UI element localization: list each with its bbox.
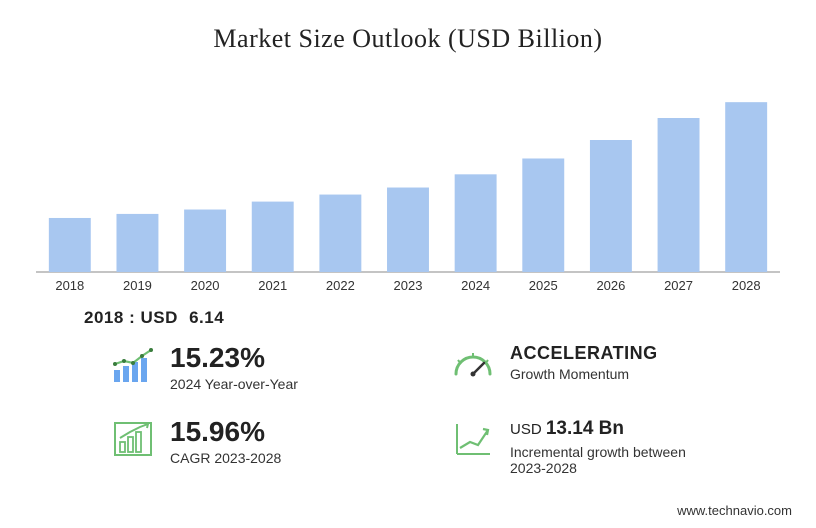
- stat-cagr: 15.96% CAGR 2023-2028: [110, 418, 450, 476]
- x-tick-label: 2020: [191, 278, 220, 293]
- bar: [725, 102, 767, 272]
- bar: [319, 195, 361, 272]
- footer-link: www.technavio.com: [677, 503, 792, 518]
- baseline-amount: 6.14: [189, 308, 224, 327]
- cagr-label: CAGR 2023-2028: [170, 450, 281, 466]
- x-tick-label: 2024: [461, 278, 490, 293]
- bar: [522, 158, 564, 272]
- bar: [49, 218, 91, 272]
- stat-momentum: ACCELERATING Growth Momentum: [450, 344, 790, 392]
- x-tick-label: 2028: [732, 278, 761, 293]
- bar: [658, 118, 700, 272]
- bar-trend-icon: [110, 344, 156, 386]
- bar-chart: [36, 96, 780, 274]
- incremental-value: USD 13.14 Bn: [510, 418, 710, 440]
- x-tick-label: 2027: [664, 278, 693, 293]
- x-axis-labels: 2018 2019 2020 2021 2022 2023 2024 2025 2026 2027…: [36, 278, 780, 298]
- x-tick-label: 2022: [326, 278, 355, 293]
- x-tick-label: 2018: [55, 278, 84, 293]
- arrow-up-icon: [450, 418, 496, 460]
- x-tick-label: 2025: [529, 278, 558, 293]
- incremental-label: Incremental growth between 2023-2028: [510, 444, 710, 476]
- bar: [252, 202, 294, 272]
- momentum-title: ACCELERATING: [510, 344, 658, 362]
- yoy-label: 2024 Year-over-Year: [170, 376, 298, 392]
- bar: [455, 174, 497, 272]
- x-tick-label: 2021: [258, 278, 287, 293]
- baseline-value: 2018 : USD 6.14: [84, 308, 224, 328]
- cagr-value: 15.96%: [170, 418, 281, 446]
- baseline-year: 2018: [84, 308, 124, 327]
- bar: [184, 210, 226, 272]
- stat-yoy: 15.23% 2024 Year-over-Year: [110, 344, 450, 392]
- gauge-icon: [450, 344, 496, 386]
- bar: [387, 188, 429, 272]
- baseline-currency: USD: [140, 308, 177, 327]
- stat-incremental: USD 13.14 Bn Incremental growth between …: [450, 418, 790, 476]
- growth-chart-icon: [110, 418, 156, 460]
- bar: [590, 140, 632, 272]
- momentum-label: Growth Momentum: [510, 366, 658, 382]
- bar: [116, 214, 158, 272]
- yoy-value: 15.23%: [170, 344, 298, 372]
- chart-title: Market Size Outlook (USD Billion): [0, 0, 816, 54]
- x-tick-label: 2026: [596, 278, 625, 293]
- x-tick-label: 2019: [123, 278, 152, 293]
- x-tick-label: 2023: [394, 278, 423, 293]
